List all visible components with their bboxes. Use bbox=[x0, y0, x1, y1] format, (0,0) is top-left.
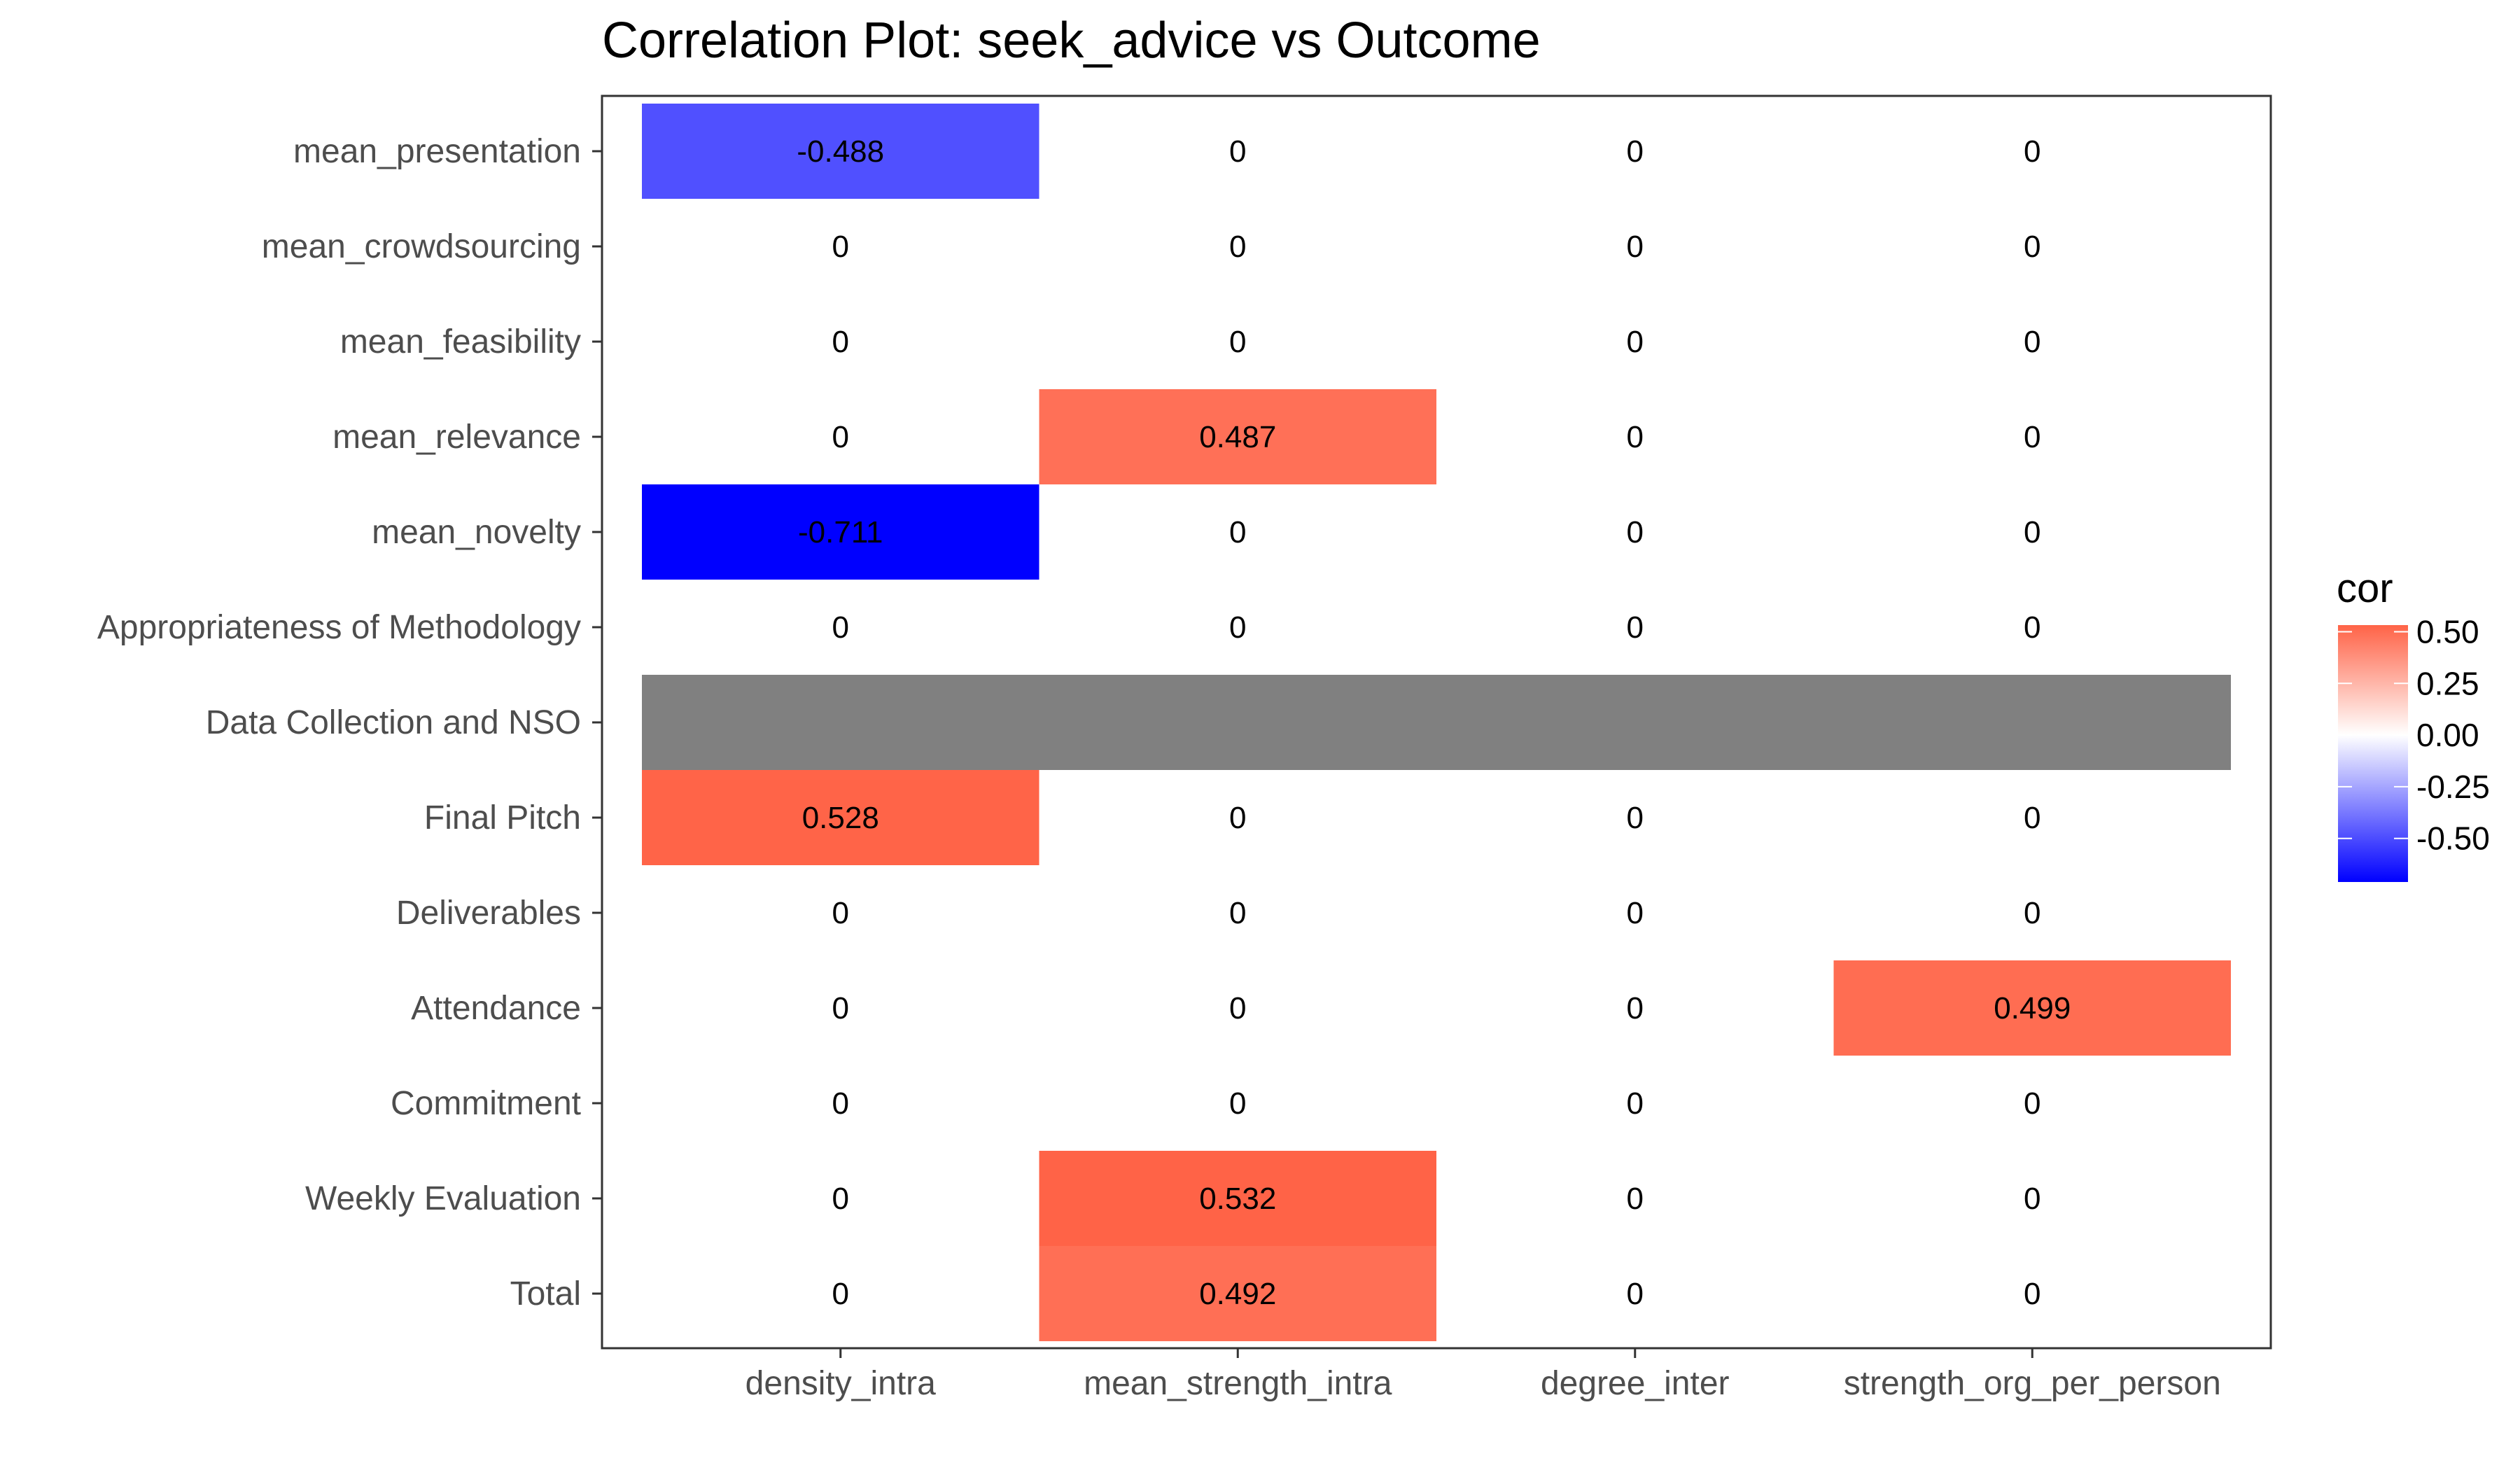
x-tick-label-strength-org-per-person: strength_org_per_person bbox=[1844, 1365, 2221, 1402]
heatmap-cell bbox=[642, 484, 1040, 580]
cell-value-label: 0.492 bbox=[1199, 1277, 1276, 1311]
cell-value-label: 0 bbox=[1627, 230, 1644, 264]
cell-value-label: 0.532 bbox=[1199, 1182, 1276, 1216]
cell-value-label: 0 bbox=[2024, 420, 2040, 454]
cell-value-label: 0 bbox=[2024, 325, 2040, 359]
legend-tick-label: 0.00 bbox=[2416, 717, 2479, 753]
cell-value-label: 0 bbox=[2024, 801, 2040, 835]
y-tick-label-attendance: Attendance bbox=[411, 990, 581, 1027]
cell-value-label: 0.487 bbox=[1199, 420, 1276, 454]
heatmap-cell bbox=[642, 104, 1040, 199]
legend-colorbar bbox=[2338, 625, 2408, 882]
cell-value-label: 0 bbox=[1627, 515, 1644, 550]
cell-value-label: 0 bbox=[2024, 1277, 2040, 1311]
heatmap-cell-na bbox=[1039, 675, 1436, 770]
cell-value-label: 0 bbox=[1627, 1086, 1644, 1121]
heatmap-cell-na bbox=[1833, 675, 2231, 770]
cell-value-label: -0.488 bbox=[797, 134, 884, 169]
heatmap-cell bbox=[1039, 1151, 1436, 1246]
cell-value-label: 0 bbox=[1229, 896, 1246, 930]
cell-value-label: 0 bbox=[1627, 896, 1644, 930]
y-tick-label-mean-relevance: mean_relevance bbox=[332, 419, 581, 456]
cell-value-label: 0 bbox=[832, 896, 849, 930]
heatmap-cell-na bbox=[1436, 675, 1834, 770]
x-tick-label-mean-strength-intra: mean_strength_intra bbox=[1084, 1365, 1392, 1402]
cell-value-label: 0 bbox=[832, 1277, 849, 1311]
y-axis: mean_presentation mean_crowdsourcing mean_… bbox=[97, 133, 602, 1312]
chart-title: Correlation Plot: seek_advice vs Outcome bbox=[602, 13, 1541, 69]
cell-value-label: 0 bbox=[1229, 515, 1246, 550]
heatmap-cell bbox=[1039, 1246, 1436, 1341]
cell-value-label: 0 bbox=[832, 610, 849, 645]
heatmap-cell bbox=[642, 770, 1040, 865]
cell-value-label: 0 bbox=[1229, 610, 1246, 645]
legend-tick-label: 0.25 bbox=[2416, 665, 2479, 701]
cell-value-label: 0 bbox=[1627, 325, 1644, 359]
cell-value-label: 0 bbox=[832, 1086, 849, 1121]
y-tick-label-mean-crowdsourcing: mean_crowdsourcing bbox=[262, 228, 581, 265]
heatmap-cell bbox=[1833, 960, 2231, 1056]
y-tick-label-mean-feasibility: mean_feasibility bbox=[340, 323, 581, 360]
cell-value-label: 0 bbox=[2024, 610, 2040, 645]
cell-value-label: 0 bbox=[1229, 230, 1246, 264]
cell-value-label: 0 bbox=[2024, 230, 2040, 264]
y-tick-label-appropriateness-of-methodology: Appropriateness of Methodology bbox=[97, 609, 581, 646]
cell-value-label: 0 bbox=[832, 1182, 849, 1216]
cell-value-label: 0 bbox=[1627, 134, 1644, 169]
cell-value-label: -0.711 bbox=[798, 515, 883, 550]
x-axis: density_intra mean_strength_intra degree_i… bbox=[746, 1348, 2221, 1402]
legend-tick-label: 0.50 bbox=[2416, 613, 2479, 650]
legend-tick-label: -0.25 bbox=[2416, 769, 2490, 805]
legend-tick-label: -0.50 bbox=[2416, 820, 2490, 857]
cell-value-label: 0 bbox=[1229, 991, 1246, 1026]
x-tick-label-density-intra: density_intra bbox=[746, 1365, 936, 1402]
cell-value-label: 0 bbox=[832, 325, 849, 359]
heatmap-cell bbox=[1039, 389, 1436, 484]
cell-value-label: 0 bbox=[2024, 1086, 2040, 1121]
cell-value-label: 0 bbox=[1229, 1086, 1246, 1121]
y-tick-label-commitment: Commitment bbox=[391, 1085, 581, 1122]
cell-value-label: 0 bbox=[1627, 1182, 1644, 1216]
cell-value-label: 0 bbox=[2024, 134, 2040, 169]
y-tick-label-weekly-evaluation: Weekly Evaluation bbox=[305, 1180, 581, 1217]
heatmap-cell-labels: -0.488 0 0 0 0 0 0 0 0 0 0 0 0 0.487 0 0 -0.711 0 0 0 0 0 0 0 0.… bbox=[797, 134, 2071, 1311]
cell-value-label: 0 bbox=[1229, 134, 1246, 169]
y-tick-label-total: Total bbox=[510, 1275, 581, 1312]
heatmap-cells bbox=[642, 104, 2231, 1341]
heatmap-cell-na bbox=[642, 675, 1040, 770]
x-tick-label-degree-inter: degree_inter bbox=[1541, 1365, 1730, 1402]
cell-value-label: 0 bbox=[832, 991, 849, 1026]
cell-value-label: 0 bbox=[1627, 420, 1644, 454]
cell-value-label: 0 bbox=[1229, 325, 1246, 359]
cell-value-label: 0 bbox=[1229, 801, 1246, 835]
cell-value-label: 0 bbox=[1627, 1277, 1644, 1311]
y-tick-label-data-collection-and-nso: Data Collection and NSO bbox=[206, 704, 581, 741]
legend-title: cor bbox=[2337, 566, 2393, 611]
y-tick-label-deliverables: Deliverables bbox=[396, 895, 581, 932]
y-tick-label-mean-novelty: mean_novelty bbox=[372, 514, 581, 551]
cell-value-label: 0 bbox=[1627, 610, 1644, 645]
cell-value-label: 0 bbox=[2024, 1182, 2040, 1216]
y-tick-label-final-pitch: Final Pitch bbox=[424, 799, 581, 836]
color-legend: cor 0.50 0.25 0.00 -0.25 -0.50 bbox=[2337, 566, 2490, 882]
cell-value-label: 0 bbox=[2024, 515, 2040, 550]
cell-value-label: 0.499 bbox=[1994, 991, 2071, 1026]
cell-value-label: 0 bbox=[1627, 991, 1644, 1026]
cell-value-label: 0 bbox=[2024, 896, 2040, 930]
cell-value-label: 0.528 bbox=[802, 801, 879, 835]
cell-value-label: 0 bbox=[832, 420, 849, 454]
cell-value-label: 0 bbox=[832, 230, 849, 264]
cell-value-label: 0 bbox=[1627, 801, 1644, 835]
y-tick-label-mean-presentation: mean_presentation bbox=[293, 133, 581, 170]
